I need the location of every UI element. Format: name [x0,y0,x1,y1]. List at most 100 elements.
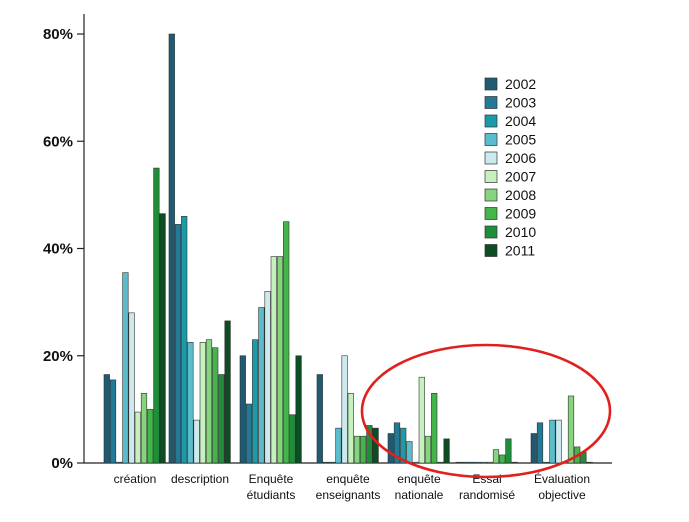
legend: 2002 2003 2004 2005 2006 2007 2008 2009 2010 2011 [484,76,536,259]
bar-2011 [159,213,166,464]
category-label: Essai randomisé [459,472,515,502]
category-label: enquête nationale [395,472,444,502]
bar-2002 [387,433,394,464]
legend-label-2007: 2007 [505,169,536,185]
bar-2004 [181,216,188,464]
bar-2007 [199,342,206,464]
bar-2007 [134,411,141,464]
category-label: Évaluation objective [534,471,590,502]
bar-2007 [486,461,493,464]
bar-2008 [205,339,213,464]
bar-2006 [412,461,419,464]
bar-2007 [270,256,277,464]
bar-2005 [474,461,481,464]
legend-swatch-2002 [484,77,498,91]
bar-2006 [128,312,135,464]
y-tick-label: 0% [51,455,73,472]
bar-2005 [406,441,413,464]
legend-swatch-2009 [484,207,498,220]
category-label: création [114,472,157,486]
bar-2003 [536,422,544,464]
y-tick-label: 60% [43,133,73,150]
bar-2006 [480,461,487,464]
bar-2005 [258,307,265,464]
legend-label-2003: 2003 [505,95,536,111]
bar-2011 [511,461,518,464]
bar-2009 [283,221,290,464]
bar-2008 [424,435,432,464]
legend-label-2010: 2010 [505,224,536,240]
bar-2005 [335,427,342,464]
bar-2006 [193,419,200,464]
bar-2002 [316,374,323,464]
y-tick-label: 40% [43,241,73,258]
bar-2008 [353,435,361,464]
bar-2002 [168,33,175,464]
bar-2010 [153,167,160,464]
bar-2002 [530,433,537,464]
legend-label-2005: 2005 [505,132,536,148]
bar-2003 [109,379,117,464]
legend-swatch-2007 [484,170,498,183]
legend-swatch-2004 [484,114,498,128]
bar-2011 [295,355,302,464]
bar-2003 [393,422,401,464]
bar-2004 [400,427,407,464]
legend-label-2011: 2011 [505,243,535,259]
bar-2010 [218,374,225,464]
highlight-ellipse [360,343,612,479]
bar-2004 [252,339,259,464]
bar-2009 [212,347,219,464]
bar-2003 [174,224,182,464]
bar-2009 [147,409,154,464]
legend-swatch-2008 [484,188,498,202]
legend-swatch-2003 [484,96,498,109]
legend-swatch-2010 [484,225,498,239]
bar-2007 [347,392,354,464]
bar-2003 [245,403,253,464]
bar-2010 [289,414,296,464]
category-label: enquête enseignants [316,472,381,502]
bar-2009 [360,435,367,464]
category-label: description [171,472,229,486]
bar-2011 [586,461,593,464]
y-tick-label: 80% [43,26,73,43]
bar-2005 [549,419,556,464]
bar-2003 [461,461,469,464]
bar-2005 [122,272,129,464]
bar-2004 [468,461,475,464]
bar-2006 [341,355,348,464]
legend-label-2009: 2009 [505,206,536,222]
bars [103,33,593,464]
bar-2011 [224,320,231,464]
bar-2008 [140,392,148,464]
bar-2005 [187,342,194,464]
bar-2010 [505,438,512,464]
bar-2011 [443,438,450,464]
bar-2006 [555,419,562,464]
bar-2009 [499,454,506,464]
bar-2002 [103,374,110,464]
legend-label-2002: 2002 [505,76,536,92]
legend-label-2008: 2008 [505,187,536,203]
bar-2008 [567,395,575,464]
y-tick-label: 20% [43,348,73,365]
legend-swatch-2011 [484,244,498,257]
legend-swatch-2005 [484,133,498,146]
bar-2010 [437,461,444,464]
bar-2009 [431,392,438,464]
legend-label-2006: 2006 [505,150,536,166]
bar-2007 [418,376,425,464]
bar-2002 [239,355,246,464]
category-labels: création description Enquête étudiants enquê… [114,471,590,502]
bar-2008 [276,256,284,464]
bar-2004 [116,461,123,464]
bar-2010 [366,425,373,464]
legend-swatch-2006 [484,151,498,165]
bar-2006 [264,291,271,464]
annotations [360,343,612,479]
bar-2002 [455,461,462,464]
category-label: Enquête étudiants [247,472,296,502]
